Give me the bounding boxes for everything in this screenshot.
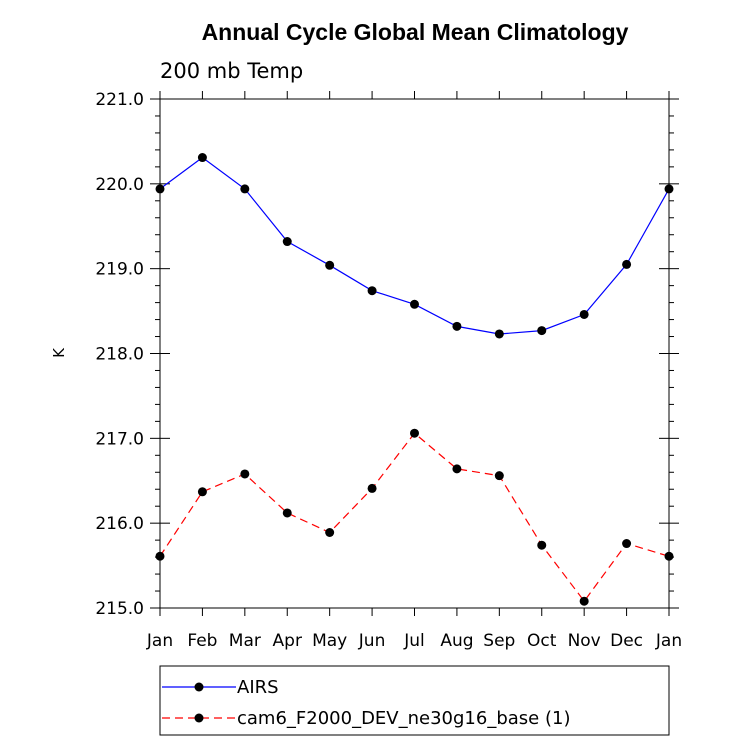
series-0-point [325, 260, 335, 270]
series-0-point [579, 309, 589, 319]
series-0-point [197, 153, 207, 163]
legend-label-cam6: cam6_F2000_DEV_ne30g16_base (1) [237, 708, 570, 729]
series-1-point [494, 471, 504, 481]
series-layer [155, 153, 674, 606]
x-tick-label: Jan [146, 631, 173, 651]
y-tick-label: 221.0 [95, 90, 144, 110]
series-0-point [622, 259, 632, 269]
x-tick-label: Aug [440, 631, 473, 651]
y-tick-label: 215.0 [95, 599, 144, 619]
x-tick-label: Oct [527, 631, 557, 651]
x-tick-label: Mar [229, 631, 261, 651]
y-tick-label: 218.0 [95, 345, 144, 365]
x-tick-labels: Jan Feb Mar Apr May Jun Jul Aug Sep Oct Nov Dec Jan [146, 631, 682, 651]
series-1-point [410, 428, 419, 438]
series-1-point [367, 483, 377, 493]
x-tick-label: Sep [483, 631, 515, 651]
series-line-1 [159, 432, 670, 603]
series-1-point [664, 551, 674, 561]
series-0-point [664, 184, 674, 194]
series-1-point [325, 527, 335, 537]
x-tick-label: Apr [273, 631, 302, 651]
x-tick-label: Jun [358, 631, 386, 651]
series-0-point [537, 326, 547, 336]
series-1-point [537, 540, 547, 550]
plot-frame [159, 98, 670, 609]
legend-marker-airs [194, 682, 204, 692]
legend: AIRS cam6_F2000_DEV_ne30g16_base (1) [159, 665, 670, 736]
series-0-point [367, 286, 377, 296]
series-0-point [155, 184, 165, 194]
series-1-point [622, 539, 632, 549]
y-tick-label: 219.0 [95, 260, 144, 280]
series-1-point [197, 487, 207, 497]
y-axis-title: K [50, 347, 68, 358]
x-tick-label: Jan [655, 631, 682, 651]
x-tick-label: Nov [568, 631, 601, 651]
series-1-point [240, 469, 250, 479]
x-tick-label: Jul [403, 631, 425, 651]
y-tick-label: 217.0 [95, 429, 144, 449]
series-1-point [579, 596, 589, 606]
series-1-point [155, 551, 165, 561]
x-tick-label: Feb [187, 631, 217, 651]
series-1-point [282, 508, 292, 518]
x-tick-label: Dec [610, 631, 643, 651]
legend-marker-cam6 [194, 713, 204, 723]
y-tick-label: 220.0 [95, 175, 144, 195]
series-1-point [452, 464, 462, 474]
x-tick-label: May [312, 631, 347, 651]
axis-ticks [150, 91, 679, 616]
series-0-point [452, 321, 462, 331]
legend-label-airs: AIRS [237, 677, 279, 698]
chart-subtitle: 200 mb Temp [160, 59, 303, 83]
y-tick-labels: 215.0 216.0 217.0 218.0 219.0 220.0 221.0 [95, 90, 144, 619]
series-0-point [494, 329, 504, 339]
series-0-point [410, 299, 419, 309]
y-tick-label: 216.0 [95, 514, 144, 534]
series-0-point [282, 237, 292, 247]
chart-title: Annual Cycle Global Mean Climatology [202, 19, 629, 45]
series-0-point [240, 184, 250, 194]
legend-frame [159, 665, 670, 736]
